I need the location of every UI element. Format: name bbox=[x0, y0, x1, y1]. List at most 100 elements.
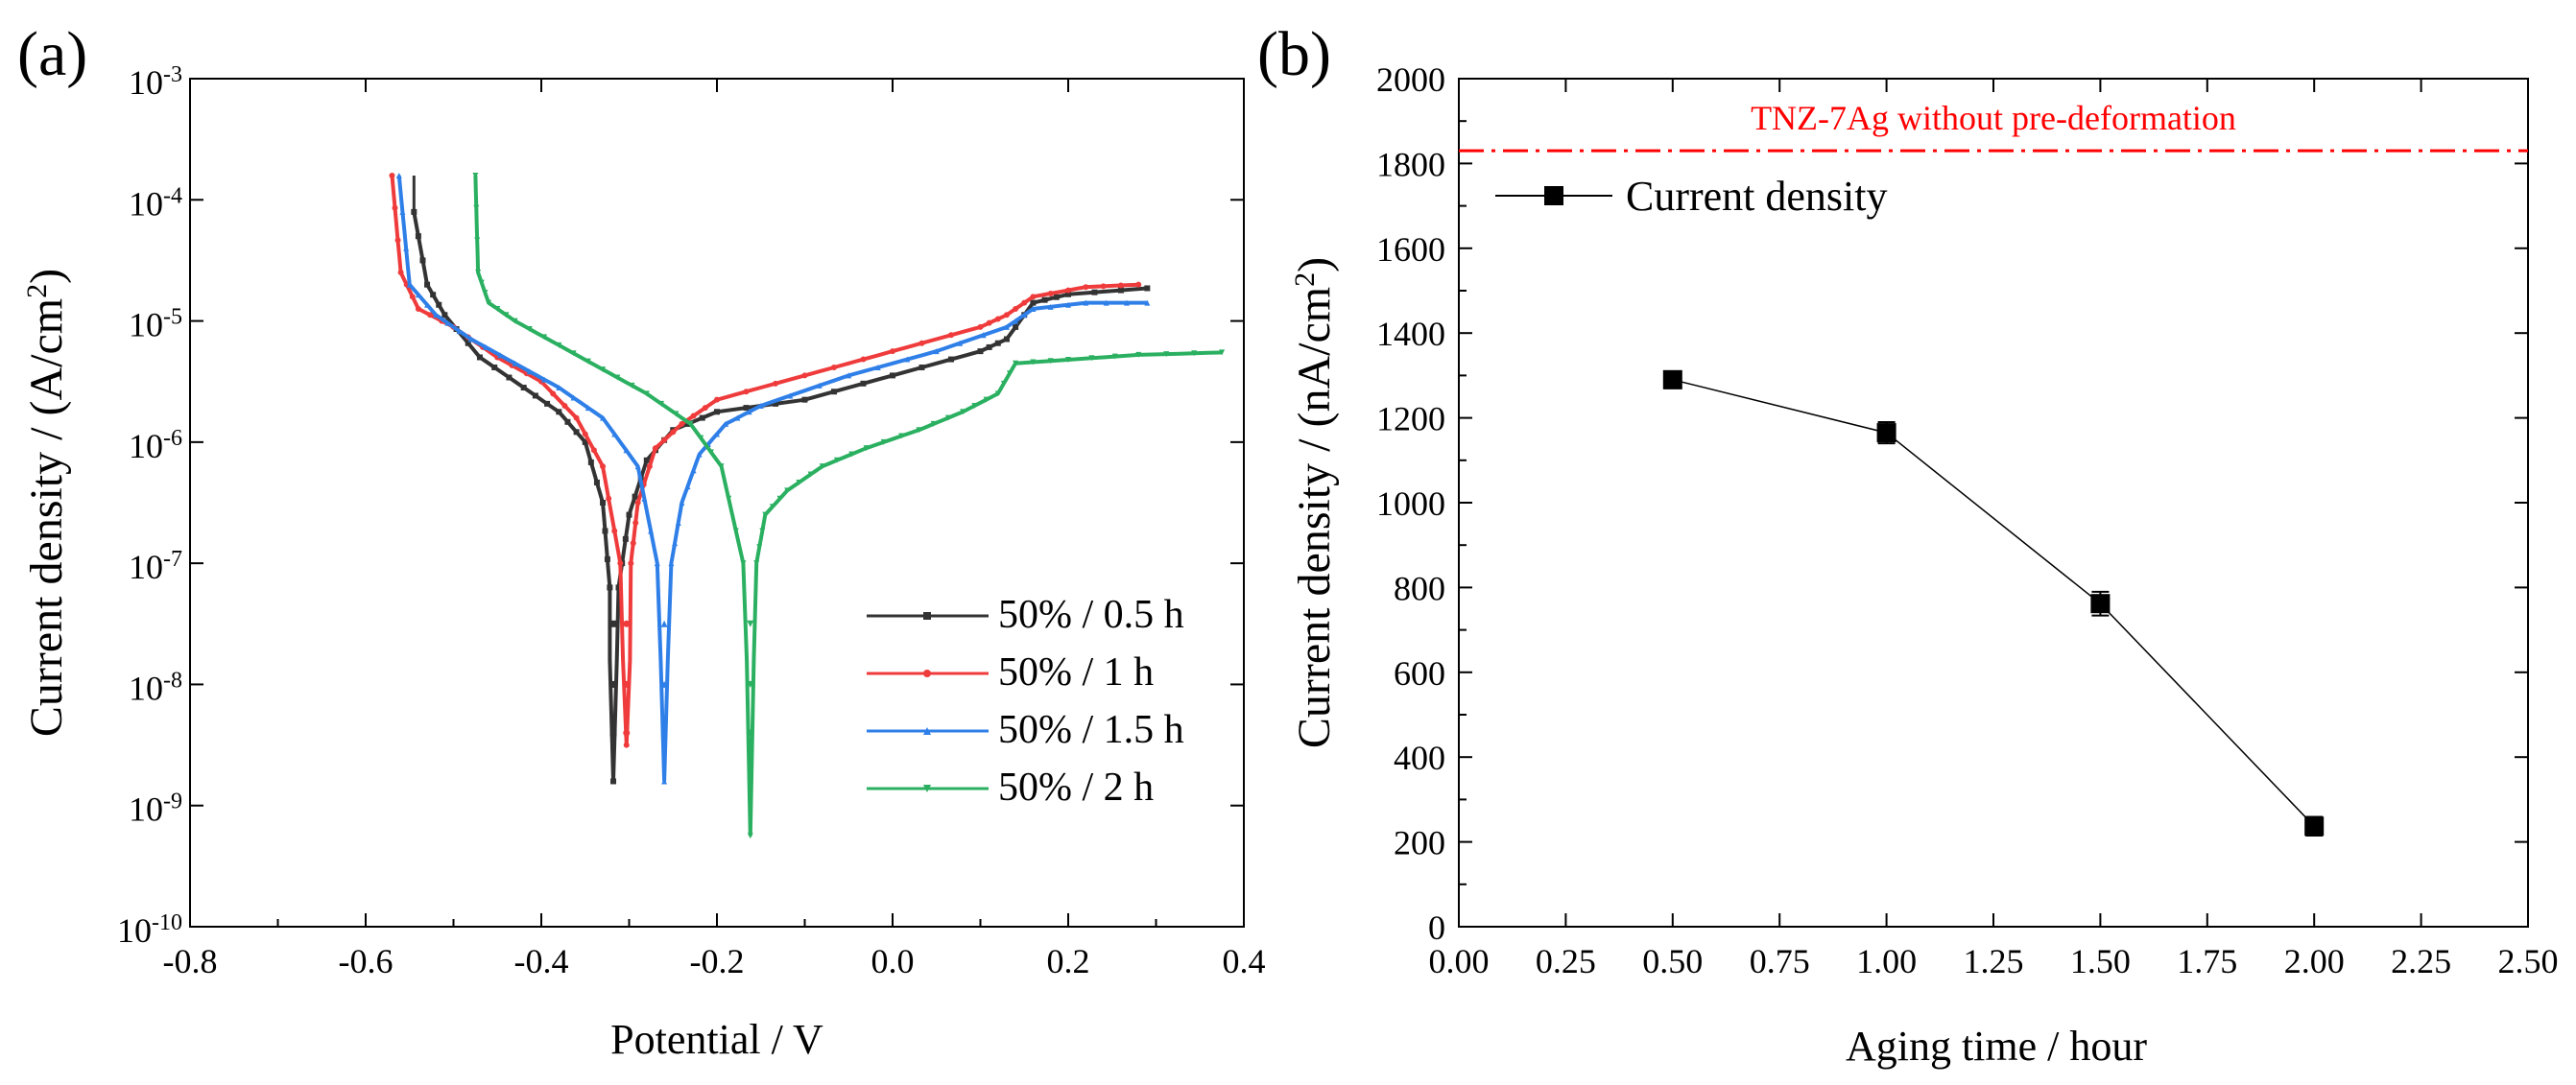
panel-a-data-point bbox=[456, 328, 463, 335]
panel-b-x-tick-label: 1.25 bbox=[1964, 942, 2024, 980]
panel-a-y-tick-label: 10-8 bbox=[129, 668, 182, 707]
panel-a-legend-entry: 50% / 1.5 h bbox=[998, 708, 1184, 752]
panel-a-legend: 50% / 0.5 h 50% / 1 h 50% / 1.5 h 50% / 2 h bbox=[867, 593, 1184, 810]
panel-a-data-point bbox=[658, 400, 665, 407]
panel-a-data-point bbox=[436, 301, 442, 308]
panel-a-data-point bbox=[734, 414, 741, 421]
panel-a-data-point bbox=[673, 411, 680, 417]
panel-a-x-tick-label: 0.2 bbox=[1047, 942, 1090, 980]
panel-a-data-point bbox=[834, 457, 841, 463]
panel-a-data-point bbox=[831, 364, 837, 370]
panel-a-data-point bbox=[994, 390, 1001, 397]
panel-a-x-tick-label: -0.8 bbox=[163, 942, 218, 980]
panel-a-y-tick-label: 10-6 bbox=[129, 426, 182, 465]
panel-a-data-point bbox=[660, 680, 668, 688]
panel-a-data-point bbox=[1191, 350, 1198, 357]
panel-a-data-point bbox=[816, 382, 823, 389]
panel-a-data-point bbox=[444, 319, 451, 326]
panel-a-data-point bbox=[1117, 287, 1124, 294]
panel-a-data-point bbox=[556, 409, 562, 415]
panel-a-data-point bbox=[427, 312, 434, 318]
panel-a-data-point bbox=[718, 463, 725, 470]
panel-a-data-point bbox=[898, 433, 905, 439]
panel-a-data-point bbox=[397, 270, 404, 276]
panel-a-series-2 bbox=[395, 173, 1151, 785]
panel-a: (a) -0.8 -0.6 -0.4 -0.2 0.0 0.2 0.4 10-1010-91… bbox=[17, 19, 1266, 1063]
panel-a-data-point bbox=[564, 418, 571, 425]
panel-a-data-point bbox=[609, 620, 617, 627]
panel-a-data-point bbox=[415, 292, 421, 298]
panel-a-data-point bbox=[570, 394, 577, 401]
panel-a-data-point bbox=[890, 348, 895, 355]
panel-a-data-point bbox=[1053, 294, 1060, 300]
panel-b-x-axis-label: Aging time / hour bbox=[1846, 1023, 2147, 1070]
panel-a-y-tick-label: 10-5 bbox=[129, 305, 182, 344]
panel-a-data-point bbox=[526, 368, 533, 375]
panel-b-data-point bbox=[2090, 594, 2111, 614]
panel-a-data-point bbox=[550, 390, 557, 397]
panel-a-data-point bbox=[986, 343, 992, 350]
panel-a-data-point bbox=[684, 484, 691, 490]
panel-a-x-tick-label: -0.2 bbox=[690, 942, 745, 980]
panel-b-x-tick-label: 2.00 bbox=[2284, 942, 2345, 980]
panel-a-data-point bbox=[769, 504, 775, 510]
panel-a-data-point bbox=[1144, 285, 1151, 292]
panel-a-data-point bbox=[473, 204, 480, 211]
panel-a-data-point bbox=[600, 500, 607, 506]
panel-a-data-point bbox=[660, 729, 668, 737]
panel-a-data-point bbox=[617, 560, 624, 567]
panel-a-data-point bbox=[609, 680, 617, 688]
panel-a-data-point bbox=[424, 281, 431, 288]
panel-a-data-point bbox=[606, 495, 612, 502]
panel-b-y-tick-label: 800 bbox=[1394, 569, 1445, 607]
panel-a-data-point bbox=[611, 528, 618, 534]
panel-a-data-point bbox=[948, 332, 954, 339]
panel-a-data-point bbox=[482, 290, 489, 296]
panel-a-data-point bbox=[1030, 305, 1037, 312]
panel-b-x-tick-label: 0.25 bbox=[1536, 942, 1596, 980]
panel-a-data-point bbox=[602, 528, 608, 534]
panel-a-data-point bbox=[395, 173, 402, 179]
panel-a-data-point bbox=[746, 409, 752, 415]
panel-a-data-point bbox=[628, 560, 634, 567]
panel-a-series-3 bbox=[472, 173, 1226, 839]
panel-a-data-point bbox=[1030, 299, 1037, 306]
panel-a-data-point bbox=[600, 366, 607, 373]
panel-a-data-point bbox=[957, 340, 964, 346]
panel-a-x-tick-label: -0.4 bbox=[514, 942, 569, 980]
panel-a-data-point bbox=[570, 350, 577, 357]
panel-a-data-point bbox=[403, 245, 410, 251]
panel-a-legend-marker bbox=[923, 785, 931, 792]
panel-a-data-point bbox=[1100, 283, 1107, 290]
panel-a-data-point bbox=[1065, 301, 1071, 308]
panel-a-data-point bbox=[1144, 299, 1151, 306]
panel-a-data-point bbox=[582, 431, 588, 437]
panel-a-data-point bbox=[474, 237, 481, 244]
panel-b-data-point bbox=[2304, 816, 2325, 837]
panel-a-data-point bbox=[430, 292, 437, 298]
panel-a-data-point bbox=[753, 560, 760, 567]
panel-a-data-point bbox=[1003, 323, 1010, 330]
panel-b-x-tick-label: 0.00 bbox=[1429, 942, 1490, 980]
panel-a-data-point bbox=[1103, 299, 1109, 306]
panel-b-y-tick-label: 1200 bbox=[1376, 400, 1445, 438]
panel-a-data-point bbox=[661, 436, 668, 443]
panel-b-x-tick-label: 1.75 bbox=[2177, 942, 2237, 980]
panel-a-data-point bbox=[796, 479, 802, 485]
panel-a-data-point bbox=[690, 413, 697, 419]
panel-a-data-point bbox=[646, 463, 653, 470]
panel-a-data-point bbox=[776, 495, 783, 502]
panel-b-data-point bbox=[1662, 369, 1682, 389]
panel-a-data-point bbox=[441, 312, 448, 318]
panel-b-y-tick-label: 600 bbox=[1394, 654, 1445, 693]
panel-b-x-tick-label: 0.50 bbox=[1642, 942, 1703, 980]
panel-a-data-point bbox=[1091, 289, 1098, 295]
panel-a-data-point bbox=[1013, 305, 1019, 312]
panel-a-data-point bbox=[916, 427, 922, 434]
panel-a-data-point bbox=[1000, 380, 1007, 387]
panel-b-ticks bbox=[1458, 78, 2529, 928]
panel-a-ticks bbox=[189, 78, 1245, 928]
panel-b-series bbox=[1662, 369, 2325, 837]
panel-a-data-point bbox=[632, 493, 638, 500]
